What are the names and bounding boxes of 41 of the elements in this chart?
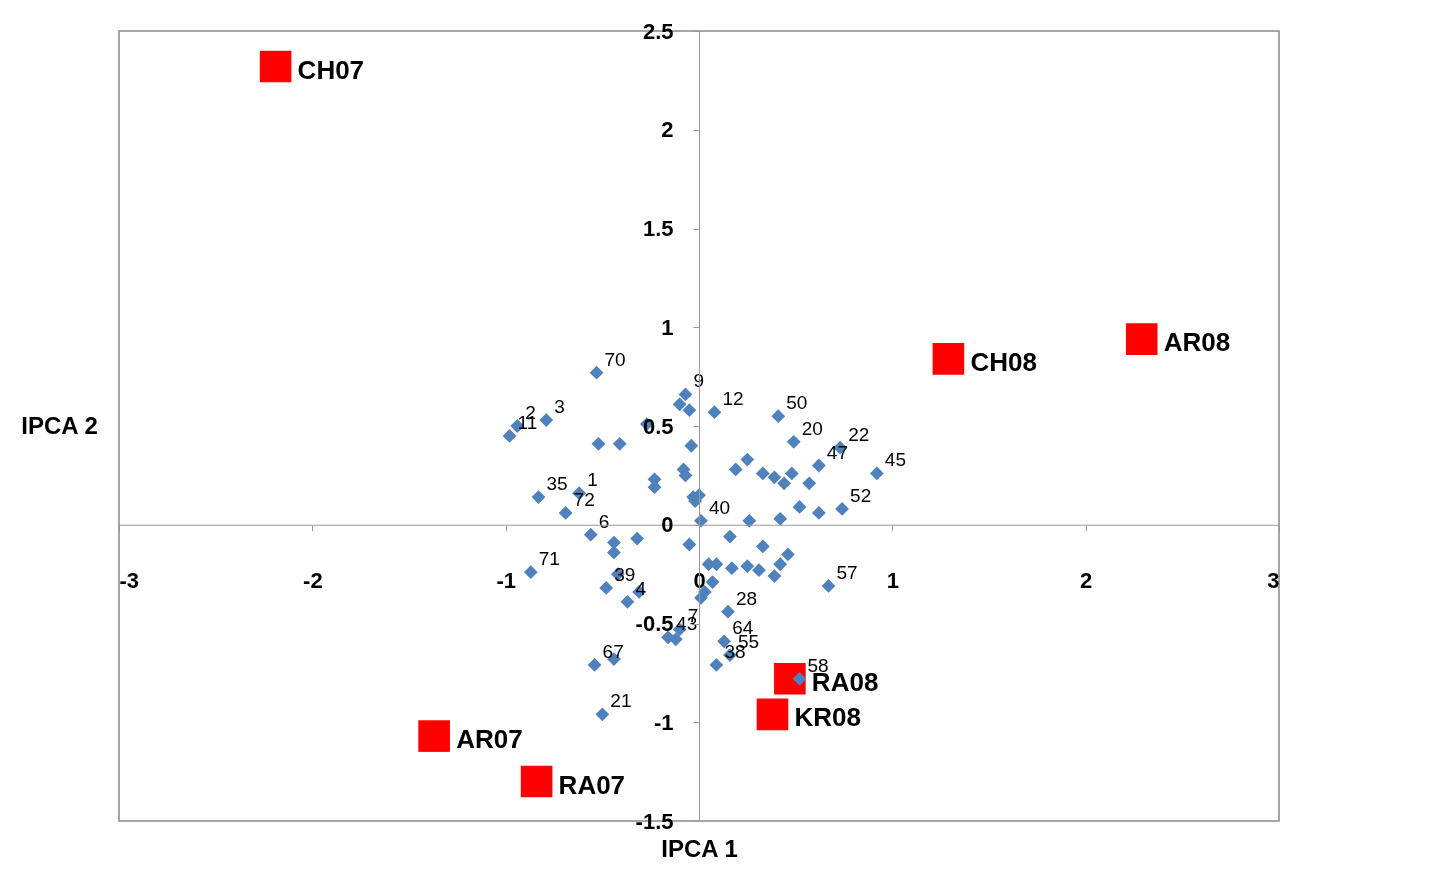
annotation: 50 xyxy=(786,392,808,414)
y-tick-label: 2 xyxy=(661,117,674,143)
annotation: RA07 xyxy=(558,769,626,800)
y-tick-label: 0 xyxy=(661,512,674,538)
x-tick-label: 3 xyxy=(1267,568,1280,594)
annotation: 45 xyxy=(884,449,907,471)
annotation: 22 xyxy=(848,423,870,445)
annotation: 1 xyxy=(587,469,598,491)
y-axis-title: IPCA 2 xyxy=(21,411,98,439)
annotation: 40 xyxy=(708,496,731,518)
x-axis-title: IPCA 1 xyxy=(661,834,738,862)
annotation: KR08 xyxy=(794,702,861,733)
annotation: AR08 xyxy=(1163,327,1231,358)
annotation: 20 xyxy=(801,417,823,439)
y-tick-label: 1 xyxy=(661,314,674,340)
y-tick-label: -1.5 xyxy=(635,808,674,834)
annotation: CH08 xyxy=(970,346,1037,377)
y-tick-label: 2.5 xyxy=(642,18,674,44)
y-tick-label: -0.5 xyxy=(635,611,674,636)
annotation: 57 xyxy=(836,561,858,583)
y-tick-label: 0.5 xyxy=(642,413,674,439)
annotation: AR07 xyxy=(456,724,523,755)
annotation: 28 xyxy=(736,587,758,609)
y-tick-label: -1 xyxy=(653,709,674,735)
annotation: 52 xyxy=(850,484,872,506)
annotation: 21 xyxy=(610,690,632,712)
x-tick-label: 2 xyxy=(1080,568,1093,594)
y-tick-label: 1.5 xyxy=(642,216,674,241)
annotation: 71 xyxy=(538,548,560,570)
x-tick-label: 1 xyxy=(886,568,899,594)
annotation: 3 xyxy=(554,396,565,418)
annotation: 12 xyxy=(722,388,744,410)
annotation: 70 xyxy=(604,348,626,370)
x-tick-label: -2 xyxy=(303,568,323,594)
annotation: 72 xyxy=(573,488,595,510)
x-tick-label: -1 xyxy=(496,568,516,594)
annotation: 35 xyxy=(546,473,568,495)
annotation: CH07 xyxy=(297,54,365,85)
x-tick-label: -3 xyxy=(119,568,140,594)
annotation: 6 xyxy=(598,510,610,532)
annotation: 67 xyxy=(602,640,624,662)
